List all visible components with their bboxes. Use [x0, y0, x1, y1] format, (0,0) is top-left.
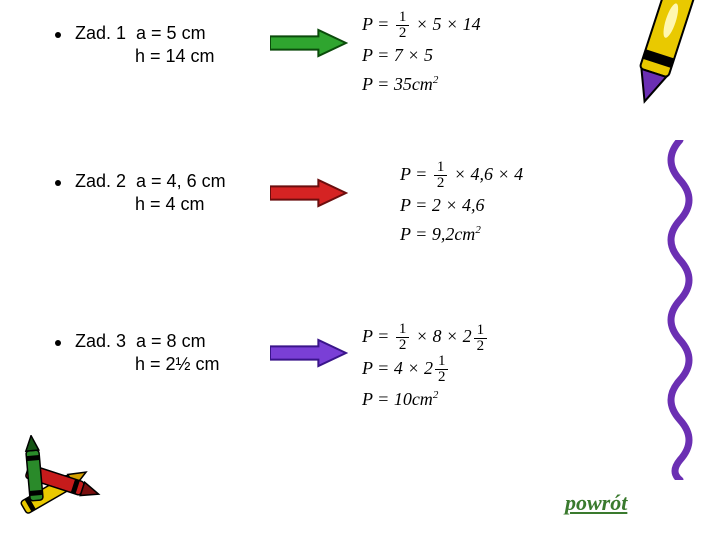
- task-2: Zad. 2 a = 4, 6 cm h = 4 cm: [55, 170, 226, 217]
- arrow-3: [270, 338, 348, 373]
- squiggle-decoration: [660, 140, 700, 485]
- bullet-icon: [55, 32, 61, 38]
- task-text: Zad. 3 a = 8 cm h = 2½ cm: [75, 330, 220, 377]
- task-text: Zad. 1 a = 5 cm h = 14 cm: [75, 22, 215, 69]
- formulas-2: P = 12 × 4,6 × 4P = 2 × 4,6P = 9,2cm2: [400, 160, 523, 249]
- formulas-3: P = 12 × 8 × 212P = 4 × 212P = 10cm2: [362, 322, 489, 414]
- back-link[interactable]: powrót: [565, 490, 627, 516]
- crayon-icon: [620, 0, 710, 125]
- bullet-icon: [55, 340, 61, 346]
- arrow-2: [270, 178, 348, 213]
- arrow-1: [270, 28, 348, 63]
- task-text: Zad. 2 a = 4, 6 cm h = 4 cm: [75, 170, 226, 217]
- formulas-1: P = 12 × 5 × 14P = 7 × 5P = 35cm2: [362, 10, 481, 99]
- task-1: Zad. 1 a = 5 cm h = 14 cm: [55, 22, 215, 69]
- task-3: Zad. 3 a = 8 cm h = 2½ cm: [55, 330, 220, 377]
- crayons-icon: [5, 435, 115, 540]
- bullet-icon: [55, 180, 61, 186]
